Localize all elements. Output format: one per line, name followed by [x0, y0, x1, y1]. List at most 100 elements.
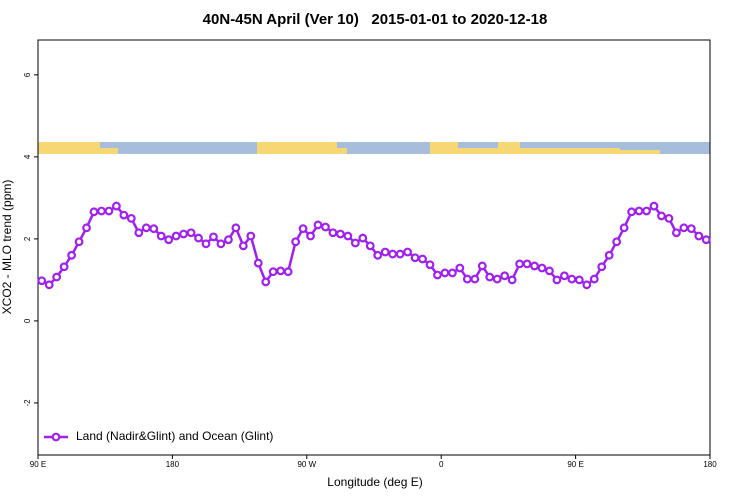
data-point [164, 235, 174, 245]
data-point [500, 271, 510, 281]
data-point [186, 228, 196, 238]
data-point [67, 250, 76, 260]
x-tick-label: 90 E [567, 460, 583, 469]
x-tick-label: 180 [166, 460, 180, 469]
x-axis-label: Longitude (deg E) [327, 475, 422, 489]
data-point [515, 259, 524, 269]
x-tick-label: 90 W [297, 460, 316, 469]
data-point [552, 275, 562, 285]
data-point [455, 263, 465, 273]
data-point [642, 206, 651, 216]
data-point [530, 261, 539, 271]
y-tick-label: 6 [23, 72, 32, 77]
data-point [485, 272, 495, 282]
data-point [507, 275, 517, 285]
data-point [462, 274, 472, 284]
land-ocean-strip [38, 142, 710, 154]
data-point [634, 206, 644, 216]
legend-label: Land (Nadir&Glint) and Ocean (Glint) [76, 429, 273, 443]
data-point [306, 231, 315, 241]
data-point [291, 237, 301, 247]
data-point [567, 274, 577, 284]
data-point [171, 231, 181, 241]
data-point [672, 228, 681, 238]
data-point [179, 229, 189, 239]
data-point [395, 249, 405, 259]
data-point [433, 270, 442, 280]
data-point [418, 254, 427, 264]
chart-title: 40N-45N April (Ver 10) 2015-01-01 to 202… [203, 11, 548, 28]
data-point [477, 261, 487, 271]
data-point [492, 274, 502, 284]
data-point [283, 267, 293, 277]
data-point [336, 229, 345, 239]
data-point [156, 231, 166, 241]
data-point [298, 224, 308, 234]
data-point [686, 224, 696, 234]
data-point [231, 223, 241, 233]
data-point [44, 280, 54, 290]
data-point [209, 232, 218, 242]
data-point [321, 222, 330, 232]
data-point [448, 268, 457, 278]
y-tick-label: 0 [23, 318, 32, 323]
data-point [37, 276, 47, 286]
data-point [470, 274, 480, 284]
data-point [627, 207, 636, 217]
data-point [201, 239, 211, 249]
data-point [223, 235, 233, 245]
data-point [582, 280, 592, 290]
y-tick-label: -2 [23, 399, 32, 407]
y-tick-label: 2 [23, 236, 32, 241]
data-point [253, 258, 263, 268]
data-point [537, 263, 547, 273]
y-axis-label: XCO2 - MLO trend (ppm) [0, 180, 14, 315]
data-point [373, 250, 383, 260]
data-point [216, 239, 226, 249]
data-point [365, 241, 375, 251]
data-point [619, 223, 629, 233]
data-point [74, 237, 84, 247]
data-point [694, 231, 704, 241]
y-tick-label: 4 [23, 154, 32, 159]
x-tick-label: 90 E [30, 460, 46, 469]
data-point [574, 275, 584, 285]
data-point [350, 238, 360, 248]
data-point [89, 207, 99, 217]
data-point [82, 223, 91, 233]
plot-frame [37, 39, 711, 456]
data-point [59, 262, 69, 272]
data-point [612, 237, 622, 247]
data-point [268, 267, 278, 277]
data-point [388, 249, 398, 259]
data-point [560, 271, 569, 281]
data-point [597, 262, 607, 272]
data-point [649, 201, 659, 211]
data-point [403, 247, 413, 257]
data-point [657, 211, 666, 221]
data-point [246, 231, 256, 241]
data-point [664, 213, 674, 223]
data-point [410, 253, 420, 263]
data-point [238, 241, 248, 251]
data-point [111, 201, 121, 211]
data-point [149, 224, 159, 234]
data-point [119, 210, 129, 220]
data-point [522, 259, 532, 269]
x-tick-label: 0 [439, 460, 444, 469]
legend-marker [51, 432, 61, 442]
data-point [358, 233, 368, 243]
data-point [380, 247, 390, 257]
data-point [545, 266, 554, 276]
data-point [328, 228, 338, 238]
data-point [679, 223, 689, 233]
data-point [425, 260, 435, 270]
data-point [440, 268, 450, 278]
data-point [589, 274, 599, 284]
data-point [313, 220, 323, 230]
data-point [134, 228, 144, 238]
data-point [194, 233, 203, 243]
data-point [343, 231, 353, 241]
data-point [141, 223, 151, 233]
